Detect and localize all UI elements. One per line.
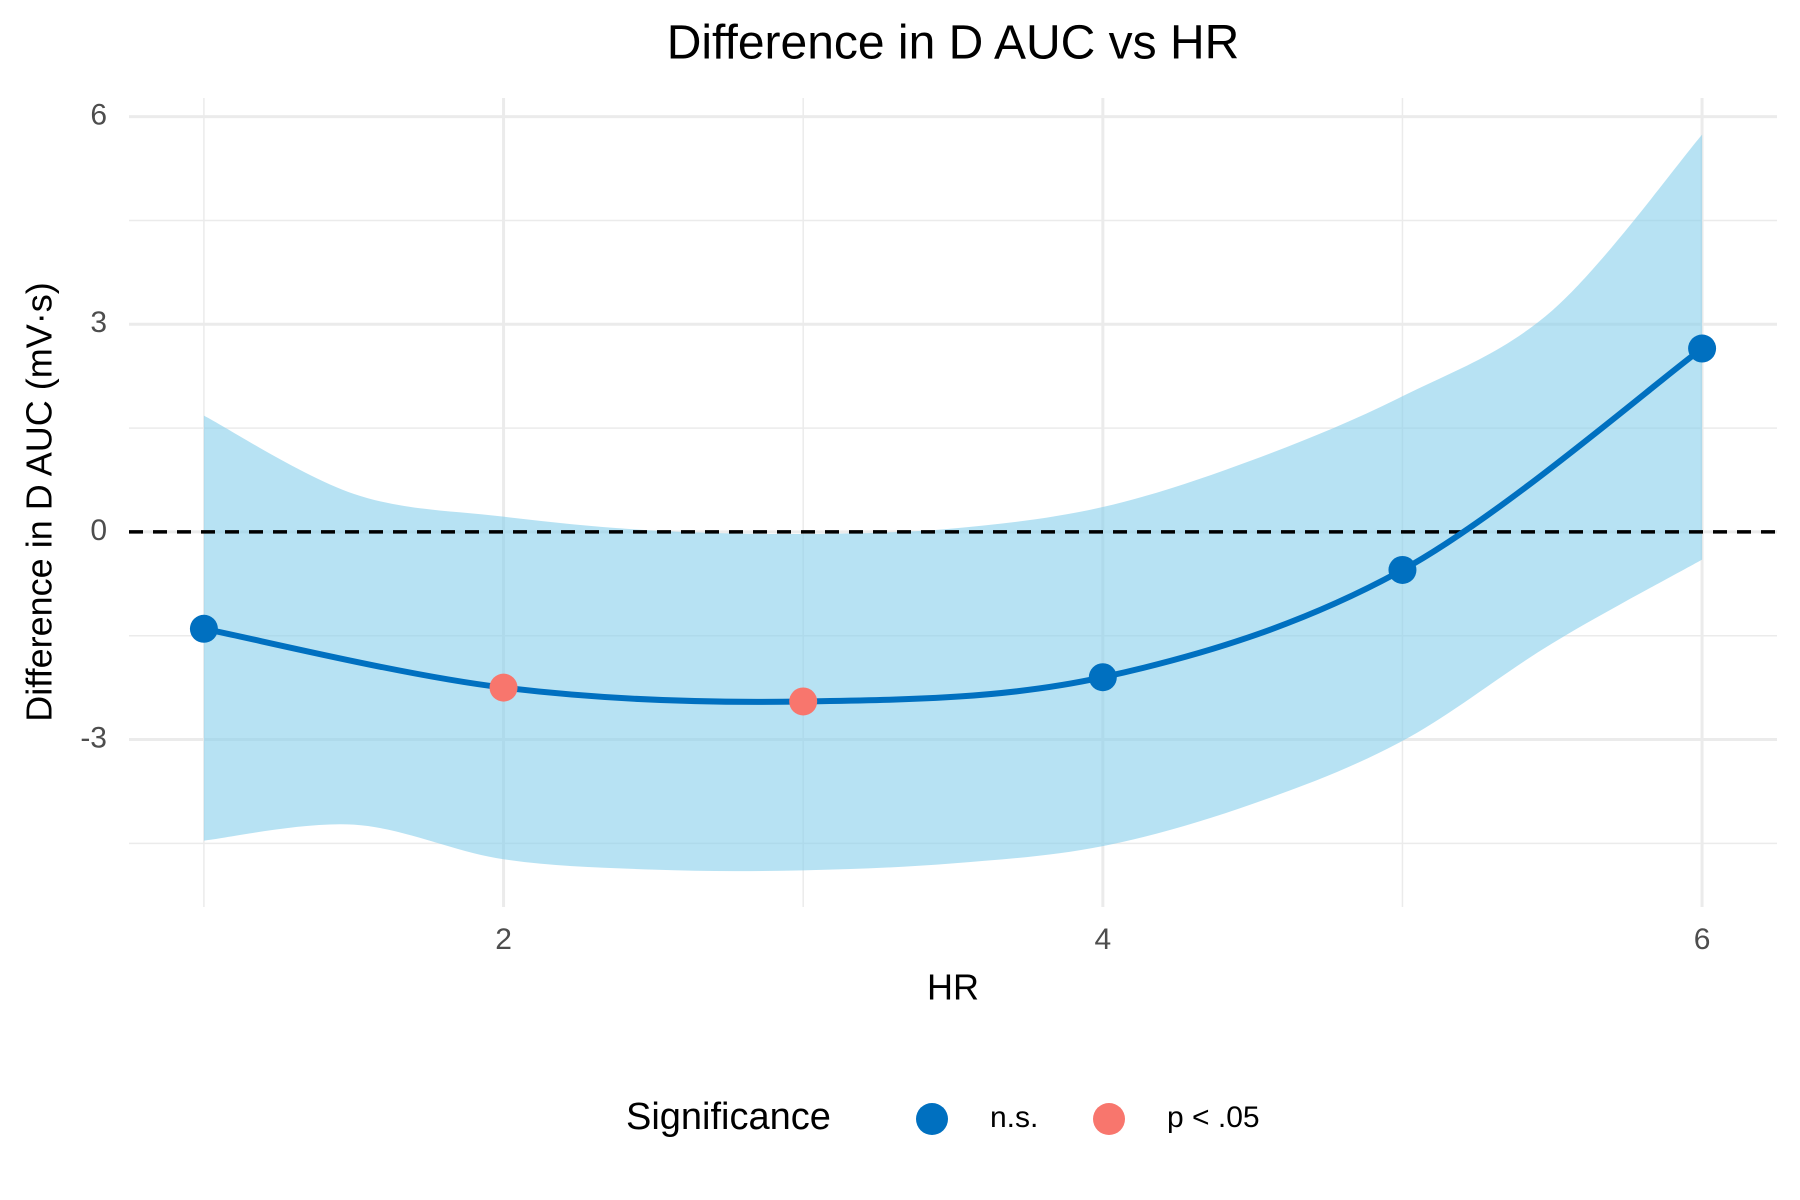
legend-title: Significance (626, 1096, 831, 1138)
data-point (189, 614, 218, 643)
chart-title: Difference in D AUC vs HR (667, 17, 1240, 70)
confidence-band (203, 134, 1703, 872)
y-tick-label: 3 (90, 306, 107, 339)
y-tick-label: 6 (90, 99, 107, 132)
x-tick-label: 4 (1094, 923, 1111, 956)
x-tick-label: 6 (1694, 923, 1711, 956)
y-axis-label: Difference in D AUC (mV·s) (19, 282, 60, 721)
data-point (1388, 555, 1417, 584)
y-tick-label: 0 (90, 514, 107, 547)
x-axis-label: HR (927, 967, 979, 1008)
data-point (789, 687, 818, 716)
x-tick-label: 2 (495, 923, 512, 956)
y-tick-label: -3 (80, 721, 107, 754)
legend-label: n.s. (990, 1101, 1038, 1134)
trend-line (203, 346, 1704, 705)
legend-label: p < .05 (1167, 1101, 1260, 1134)
legend-marker (1093, 1103, 1125, 1135)
data-point (1088, 663, 1117, 692)
data-point (1688, 334, 1717, 363)
data-point (489, 673, 518, 702)
legend-marker (916, 1103, 948, 1135)
